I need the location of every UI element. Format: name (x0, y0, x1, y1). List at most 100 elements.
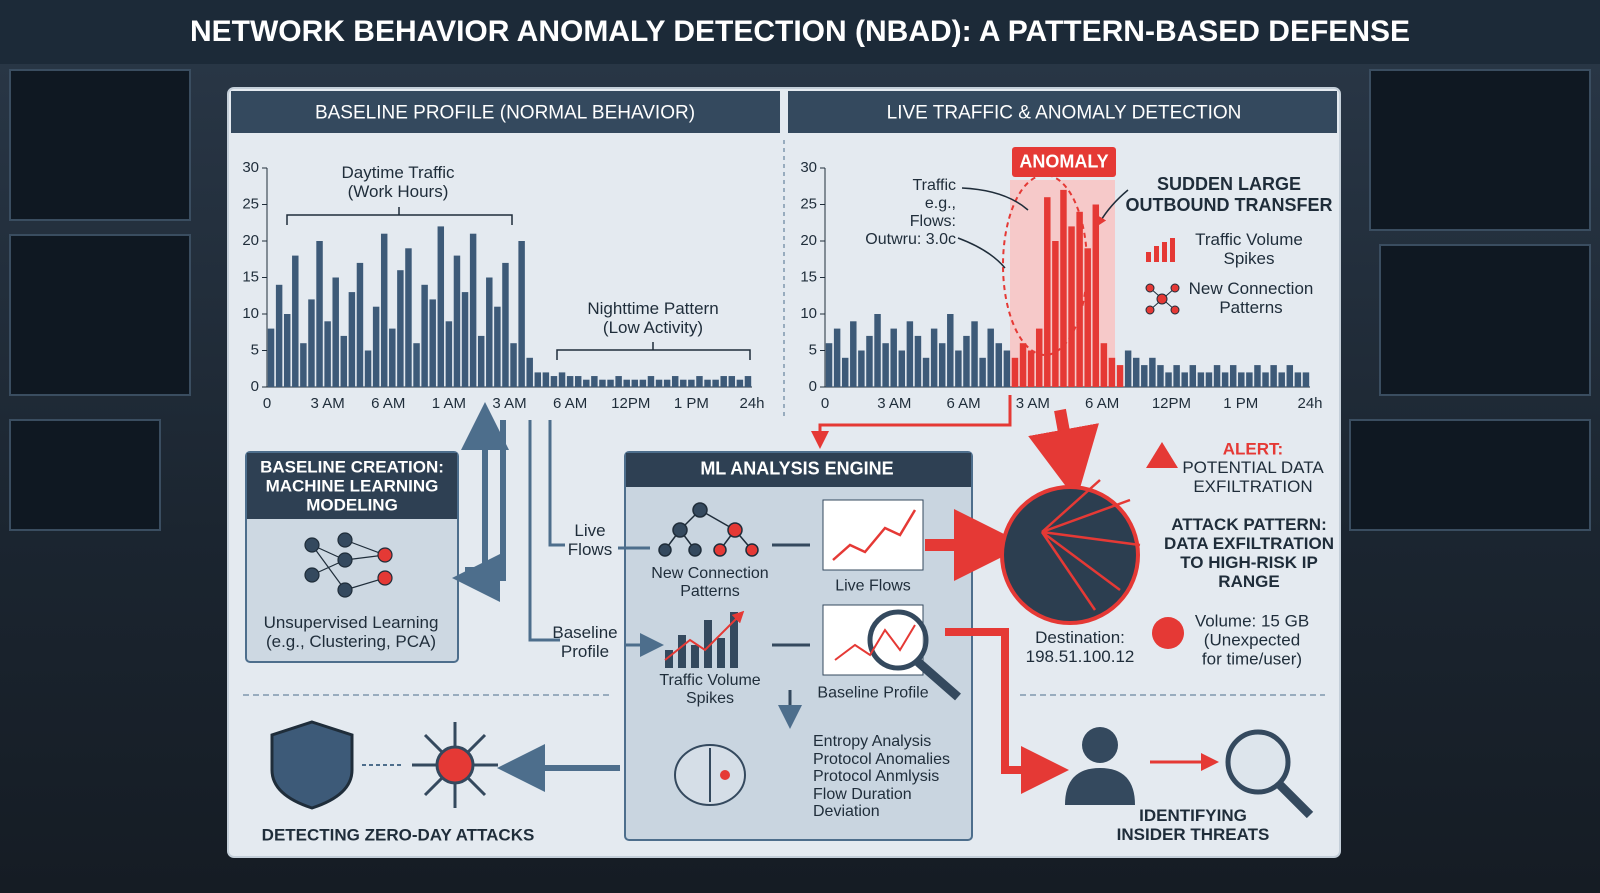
text-line: Protocol Anomalies (813, 750, 950, 768)
bar (720, 376, 727, 387)
bar (1035, 328, 1043, 387)
annotation: Nighttime Pattern (Low Activity) (587, 299, 718, 337)
bar (1205, 372, 1213, 387)
bar (1116, 365, 1124, 387)
bar (850, 321, 857, 387)
icon-network (1145, 283, 1180, 315)
bar (1189, 365, 1197, 387)
mini-line (832, 509, 917, 561)
bar (1068, 226, 1075, 387)
bar (267, 328, 275, 387)
bar (930, 328, 938, 387)
text-line: OUTBOUND TRANSFER (1125, 195, 1333, 215)
y-tick-label: 25 (242, 195, 259, 212)
y-tick-label: 20 (800, 232, 817, 249)
bar (1238, 372, 1245, 387)
bar (1197, 372, 1205, 387)
box-title: ML ANALYSIS ENGINE (700, 458, 894, 479)
y-tick-label: 30 (800, 159, 817, 176)
alert-text: POTENTIAL DATA EXFILTRATION (1182, 458, 1323, 496)
bar (1060, 189, 1067, 387)
text-line: RANGE (1218, 572, 1280, 591)
bar (389, 328, 396, 387)
bar (882, 343, 889, 387)
bar (866, 335, 873, 387)
bar (494, 306, 501, 387)
text-line: ATTACK PATTERN: (1171, 515, 1327, 534)
bar (1124, 350, 1132, 387)
bar (1254, 365, 1261, 387)
x-tick-label: 6 AM (371, 395, 405, 412)
text-line: Traffic (912, 177, 956, 194)
bar (574, 376, 582, 387)
text-line: Baseline (552, 623, 618, 642)
bar (1076, 211, 1083, 387)
icon-bars (1146, 238, 1175, 262)
icon-shield (270, 720, 354, 810)
text-line: Traffic Volume (1195, 230, 1303, 249)
text-line: (e.g., Clustering, PCA) (265, 632, 437, 651)
bar (1108, 357, 1116, 387)
text-line: EXFILTRATION (1193, 477, 1313, 496)
y-tick-label: 20 (242, 232, 259, 249)
magnifier-handle (915, 658, 961, 701)
text-line: Patterns (1219, 298, 1283, 317)
bar (1084, 248, 1091, 387)
bar (647, 376, 655, 387)
globe (1000, 485, 1140, 625)
x-tick-label: 6 AM (946, 395, 980, 412)
bar (372, 306, 380, 387)
bar (825, 343, 833, 387)
x-tick-label: 24h (739, 395, 764, 412)
text-line: INSIDER THREATS (1116, 825, 1270, 844)
text-line: Daytime Traffic (341, 163, 455, 182)
text-line: e.g., (924, 195, 956, 212)
bar (712, 379, 719, 387)
bar (275, 284, 283, 387)
bar (477, 335, 485, 387)
caption: Baseline Profile (552, 623, 617, 661)
bar (615, 376, 622, 387)
text-line: TO HIGH-RISK IP (1180, 553, 1318, 572)
bar (526, 357, 533, 387)
bar (583, 379, 590, 387)
mini-line (834, 624, 916, 661)
bar (1221, 372, 1229, 387)
header-bar (231, 91, 780, 133)
bar (1246, 372, 1253, 387)
alert-label: ALERT: (1222, 439, 1284, 459)
y-tick-label: 5 (809, 341, 817, 358)
bar (1181, 372, 1188, 387)
bar (922, 357, 930, 387)
alert-arrow (1028, 408, 1099, 501)
bar (356, 262, 364, 387)
x-tick-label: 3 AM (877, 395, 911, 412)
x-tick-label: 24h (1297, 395, 1322, 412)
mini-chart (822, 499, 924, 571)
bar (316, 241, 323, 387)
bar (947, 314, 954, 387)
bar (696, 376, 703, 387)
bar (995, 343, 1003, 387)
x-tick-label: 0 (263, 395, 271, 412)
icon-person (1065, 727, 1135, 805)
text-line: Flows: (909, 213, 956, 230)
bar (971, 321, 978, 387)
icon-alert (1146, 442, 1178, 468)
title-bar (0, 0, 1600, 64)
bar (502, 262, 509, 387)
bar (1052, 241, 1059, 387)
text-line: Traffic Volume (659, 672, 761, 689)
technique-list: Entropy Analysis Protocol Anomalies Protoc… (813, 733, 950, 821)
bar (663, 379, 671, 387)
caption: Live Flows (835, 577, 911, 595)
text-line: BASELINE CREATION: (260, 457, 444, 477)
text-line: Live (574, 521, 606, 540)
bar (874, 314, 881, 387)
text-line: SUDDEN LARGE (1156, 174, 1301, 194)
panel-header: LIVE TRAFFIC & ANOMALY DETECTION (886, 102, 1242, 124)
bar (1027, 350, 1035, 387)
bar (453, 255, 461, 387)
bracket (286, 207, 513, 225)
